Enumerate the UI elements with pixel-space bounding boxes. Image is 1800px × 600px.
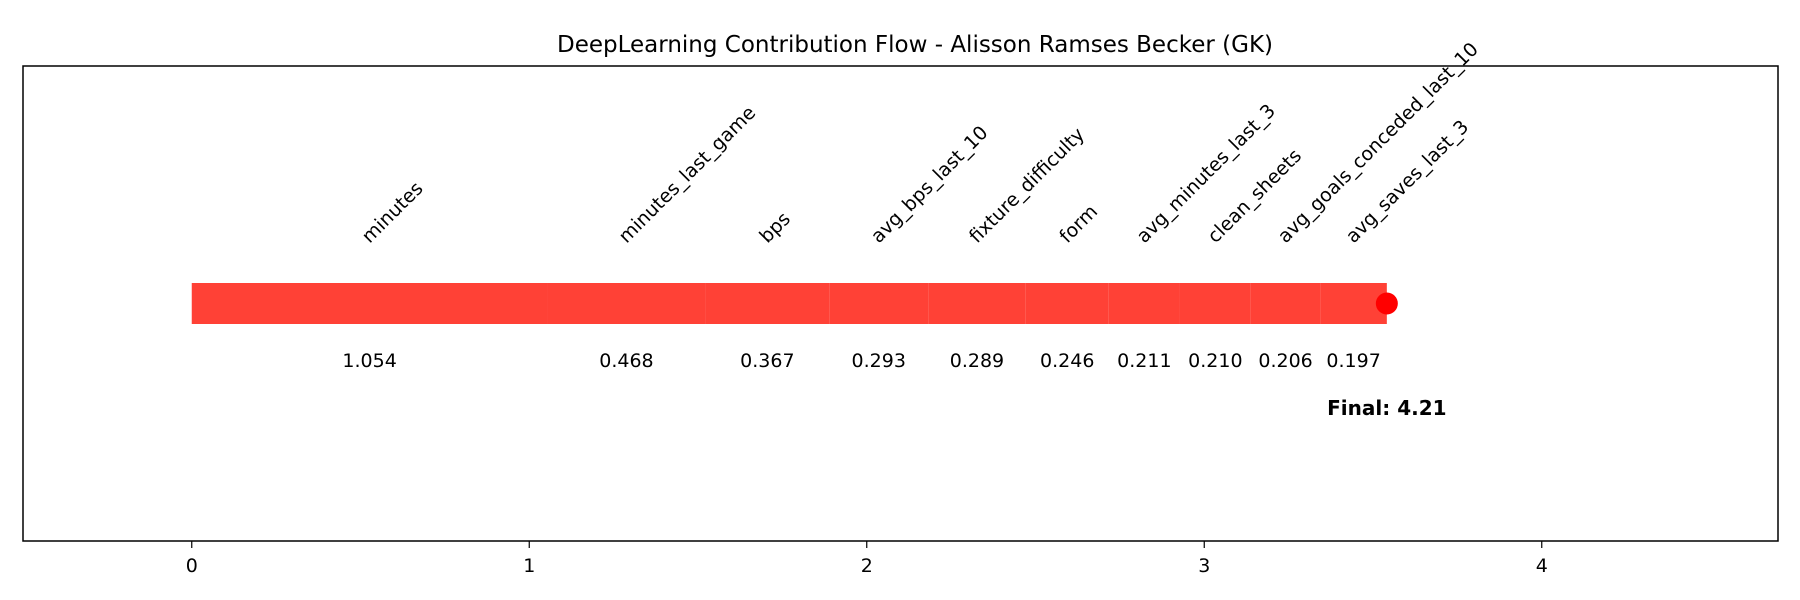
contribution-value-label: 0.367 xyxy=(740,350,794,372)
contribution-bar-segment xyxy=(1250,283,1321,324)
x-tick-label: 1 xyxy=(523,555,535,577)
contribution-bar-segment xyxy=(829,283,929,324)
contribution-value-label: 0.246 xyxy=(1040,350,1094,372)
feature-label: minutes xyxy=(358,178,428,248)
contribution-bar-segment xyxy=(705,283,830,324)
feature-label: bps xyxy=(755,208,795,248)
final-endpoint-marker xyxy=(1375,292,1398,315)
contribution-bar-segment xyxy=(1025,283,1109,324)
contribution-value-label: 0.210 xyxy=(1188,350,1242,372)
x-tick-label: 0 xyxy=(186,555,198,577)
contribution-bar-segment xyxy=(1320,283,1387,324)
contribution-value-label: 0.206 xyxy=(1258,350,1312,372)
contribution-value-label: 0.468 xyxy=(599,350,653,372)
feature-label: avg_minutes_last_3 xyxy=(1132,100,1280,248)
value-labels: 1.054 0.468 0.367 0.293 0.289 0.246 0.211 0.210… xyxy=(342,350,1380,372)
feature-label: avg_saves_last_3 xyxy=(1342,116,1474,248)
x-tick-label: 3 xyxy=(1198,555,1210,577)
plot-frame xyxy=(22,65,1779,542)
contribution-value-label: 0.293 xyxy=(852,350,906,372)
contribution-bars xyxy=(191,283,1387,324)
contribution-bar-segment xyxy=(1108,283,1180,324)
contribution-value-label: 0.211 xyxy=(1117,350,1171,372)
chart-title: DeepLearning Contribution Flow - Alisson… xyxy=(557,32,1273,58)
feature-label: minutes_last_game xyxy=(614,102,760,248)
contribution-bar-segment xyxy=(547,283,706,324)
contribution-value-label: 0.289 xyxy=(950,350,1004,372)
contribution-bar-segment xyxy=(191,283,548,324)
feature-label: form xyxy=(1055,201,1102,248)
x-axis: 0 1 2 3 4 xyxy=(186,541,1548,577)
contribution-value-label: 1.054 xyxy=(342,350,396,372)
x-tick-label: 4 xyxy=(1536,555,1548,577)
contribution-bar-segment xyxy=(1179,283,1251,324)
contribution-bar-segment xyxy=(928,283,1026,324)
x-tick-label: 2 xyxy=(861,555,873,577)
contribution-value-label: 0.197 xyxy=(1326,350,1380,372)
final-score-label: Final: 4.21 xyxy=(1327,396,1446,420)
